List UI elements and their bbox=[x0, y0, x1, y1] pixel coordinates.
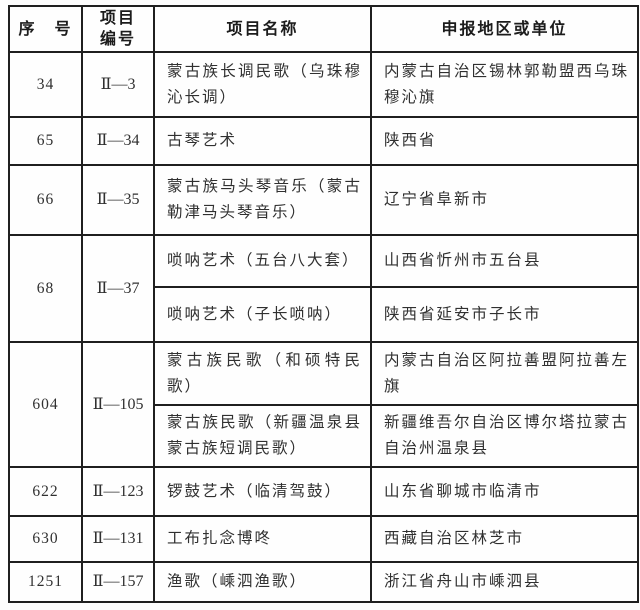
table-row: 66 Ⅱ—35 蒙古族马头琴音乐（蒙古勒津马头琴音乐） 辽宁省阜新市 bbox=[8, 164, 639, 236]
region-cell: 山西省忻州市五台县 bbox=[370, 234, 639, 288]
header-code: 项目 编号 bbox=[81, 5, 155, 53]
code-cell: Ⅱ—3 bbox=[81, 51, 155, 118]
seq-cell: 34 bbox=[8, 51, 83, 118]
code-cell: Ⅱ—37 bbox=[81, 234, 155, 343]
name-cell: 工布扎念博咚 bbox=[153, 515, 372, 563]
header-row: 序 号 项目 编号 项目名称 申报地区或单位 bbox=[8, 5, 639, 53]
header-seq: 序 号 bbox=[8, 5, 83, 53]
seq-cell: 65 bbox=[8, 116, 83, 166]
region-cell: 内蒙古自治区锡林郭勒盟西乌珠穆沁旗 bbox=[370, 51, 639, 118]
name-cell: 唢呐艺术（五台八大套） bbox=[153, 234, 372, 288]
header-region: 申报地区或单位 bbox=[370, 5, 639, 53]
table-row: 唢呐艺术（子长唢呐） 陕西省延安市子长市 bbox=[9, 286, 639, 343]
region-cell: 内蒙古自治区阿拉善盟阿拉善左旗 bbox=[370, 341, 639, 406]
code-cell: Ⅱ—123 bbox=[81, 466, 155, 517]
code-cell: Ⅱ—105 bbox=[81, 341, 155, 468]
code-cell: Ⅱ—157 bbox=[81, 561, 155, 603]
table-row: 622 Ⅱ—123 锣鼓艺术（临清驾鼓） 山东省聊城市临清市 bbox=[8, 466, 639, 517]
region-cell: 西藏自治区林芝市 bbox=[370, 515, 639, 563]
table-row: 68 Ⅱ—37 唢呐艺术（五台八大套） 山西省忻州市五台县 bbox=[8, 234, 639, 343]
name-cell: 古琴艺术 bbox=[153, 116, 372, 166]
name-cell: 锣鼓艺术（临清驾鼓） bbox=[153, 466, 372, 517]
seq-cell: 1251 bbox=[8, 561, 83, 603]
seq-cell: 66 bbox=[8, 164, 83, 236]
seq-cell: 630 bbox=[8, 515, 83, 563]
region-cell: 浙江省舟山市嵊泗县 bbox=[370, 561, 639, 603]
seq-cell: 622 bbox=[8, 466, 83, 517]
code-cell: Ⅱ—34 bbox=[81, 116, 155, 166]
name-cell: 蒙古族长调民歌（乌珠穆沁长调） bbox=[153, 51, 372, 118]
heritage-table: 序 号 项目 编号 项目名称 申报地区或单位 34 Ⅱ—3 蒙古族长调民歌（乌珠… bbox=[8, 5, 639, 603]
table-row: 65 Ⅱ—34 古琴艺术 陕西省 bbox=[8, 116, 639, 166]
region-cell: 陕西省延安市子长市 bbox=[370, 286, 639, 343]
header-name: 项目名称 bbox=[153, 5, 372, 53]
code-cell: Ⅱ—35 bbox=[81, 164, 155, 236]
region-cell: 陕西省 bbox=[370, 116, 639, 166]
table-row: 蒙古族民歌（新疆温泉县蒙古族短调民歌） 新疆维吾尔自治区博尔塔拉蒙古自治州温泉县 bbox=[9, 404, 639, 468]
name-cell: 渔歌（嵊泗渔歌） bbox=[153, 561, 372, 603]
name-cell: 唢呐艺术（子长唢呐） bbox=[153, 286, 372, 343]
seq-cell: 604 bbox=[8, 341, 83, 468]
table-row: 1251 Ⅱ—157 渔歌（嵊泗渔歌） 浙江省舟山市嵊泗县 bbox=[8, 561, 639, 603]
table-row: 34 Ⅱ—3 蒙古族长调民歌（乌珠穆沁长调） 内蒙古自治区锡林郭勒盟西乌珠穆沁旗 bbox=[8, 51, 639, 118]
seq-cell: 68 bbox=[8, 234, 83, 343]
name-cell: 蒙古族民歌（和硕特民歌） bbox=[153, 341, 372, 406]
name-cell: 蒙古族民歌（新疆温泉县蒙古族短调民歌） bbox=[153, 404, 372, 468]
region-cell: 新疆维吾尔自治区博尔塔拉蒙古自治州温泉县 bbox=[370, 404, 639, 468]
table-row: 630 Ⅱ—131 工布扎念博咚 西藏自治区林芝市 bbox=[8, 515, 639, 563]
table-row: 604 Ⅱ—105 蒙古族民歌（和硕特民歌） 内蒙古自治区阿拉善盟阿拉善左旗 bbox=[8, 341, 639, 468]
region-cell: 辽宁省阜新市 bbox=[370, 164, 639, 236]
code-cell: Ⅱ—131 bbox=[81, 515, 155, 563]
region-cell: 山东省聊城市临清市 bbox=[370, 466, 639, 517]
name-cell: 蒙古族马头琴音乐（蒙古勒津马头琴音乐） bbox=[153, 164, 372, 236]
